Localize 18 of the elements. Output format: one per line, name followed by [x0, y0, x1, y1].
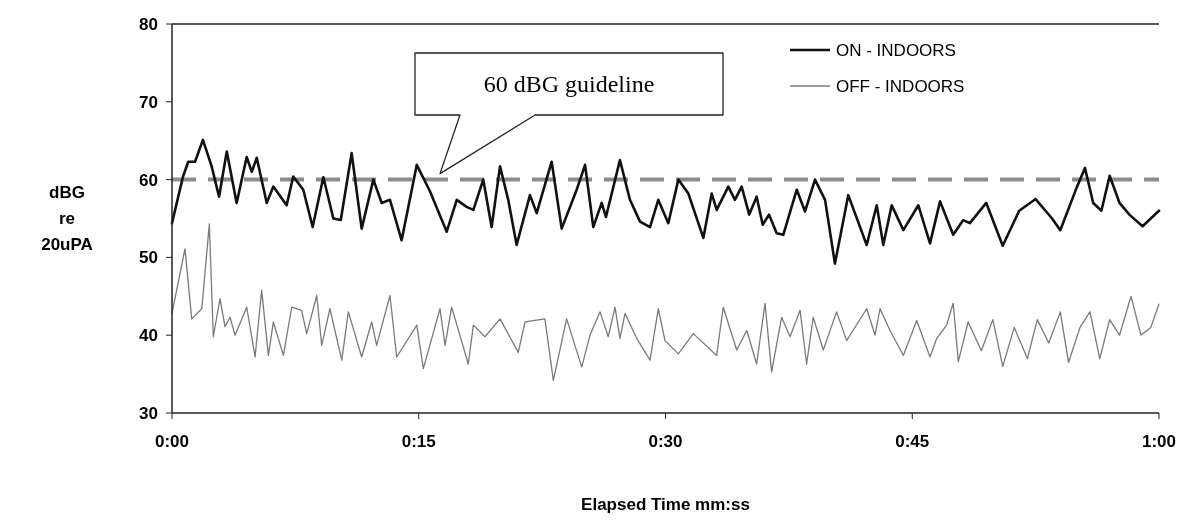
y-tick-label: 70: [139, 92, 158, 112]
y-tick-label: 40: [139, 326, 158, 346]
legend-label: ON - INDOORS: [836, 40, 956, 60]
y-tick-label: 60: [139, 170, 158, 190]
line-series: [170, 138, 1161, 265]
line-series: [171, 223, 1160, 381]
legend-label: OFF - INDOORS: [836, 76, 965, 96]
x-tick-label: 0:00: [154, 432, 190, 451]
x-tick-label: 0:30: [648, 432, 683, 451]
y-tick-label: 80: [139, 14, 158, 34]
y-tick-label: 30: [139, 403, 158, 423]
annotation: 60 dBG guideline: [483, 71, 655, 98]
x-tick-label: 0:15: [401, 432, 436, 451]
x-tick-label: 1:00: [1141, 432, 1177, 451]
y-tick-label: 50: [139, 248, 158, 268]
x-axis-title: Elapsed Time mm:ss: [581, 495, 750, 514]
y-axis-title: dBG re 20uPA: [41, 183, 93, 255]
x-tick-label: 0:45: [895, 432, 930, 451]
